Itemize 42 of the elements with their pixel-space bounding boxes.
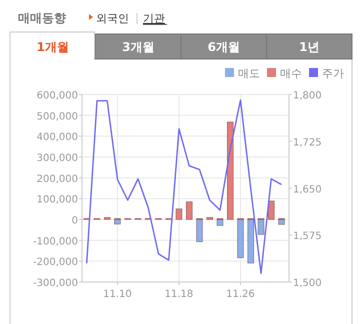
text: 6개월: [208, 40, 240, 54]
y-tick-label: 600,000: [36, 90, 78, 102]
y2-tick-label: 1,725: [293, 137, 322, 148]
legend-label: 주가: [322, 67, 344, 80]
bar: [216, 219, 224, 226]
bar: [206, 217, 213, 220]
bar: [196, 219, 203, 242]
bar: [258, 219, 264, 235]
y-tick-label: 200,000: [36, 174, 78, 185]
bar: [114, 219, 121, 224]
y2-tick-label: 1,800: [293, 90, 322, 102]
y-tick-label: 400,000: [36, 132, 78, 144]
text: 1개월: [36, 40, 69, 54]
y2-tick-label: 1,575: [293, 231, 322, 242]
y-tick-label: -300,000: [33, 278, 78, 289]
text: 3개월: [122, 40, 154, 54]
bar: [176, 208, 182, 220]
chart-title: 매매동향: [18, 11, 66, 25]
bar: [104, 217, 110, 220]
text: 1년: [299, 40, 320, 54]
y-tick-label: 0: [72, 216, 78, 226]
y-tick-label: -200,000: [33, 257, 78, 268]
line-series: [86, 99, 282, 274]
text: 기관: [143, 12, 165, 25]
bar: [268, 200, 274, 220]
y2-tick-label: 1,500: [293, 278, 322, 289]
legend-label: 매수: [280, 67, 302, 80]
bar: [278, 219, 285, 225]
x-tick-label: 11.18: [164, 289, 194, 300]
bar: [248, 219, 254, 264]
y-tick-label: 100,000: [36, 194, 78, 206]
legend-label: 매도: [238, 67, 260, 80]
bar: [227, 122, 234, 220]
text: 외국인: [96, 12, 129, 25]
y-tick-label: -100,000: [33, 236, 78, 248]
bar: [186, 202, 192, 220]
bar: [237, 219, 244, 258]
y2-tick-label: 1,650: [293, 184, 322, 196]
y-tick-label: 500,000: [36, 111, 78, 122]
x-tick-label: 11.10: [103, 289, 132, 300]
x-tick-label: 11.26: [226, 289, 255, 300]
y-tick-label: 300,000: [36, 153, 78, 164]
